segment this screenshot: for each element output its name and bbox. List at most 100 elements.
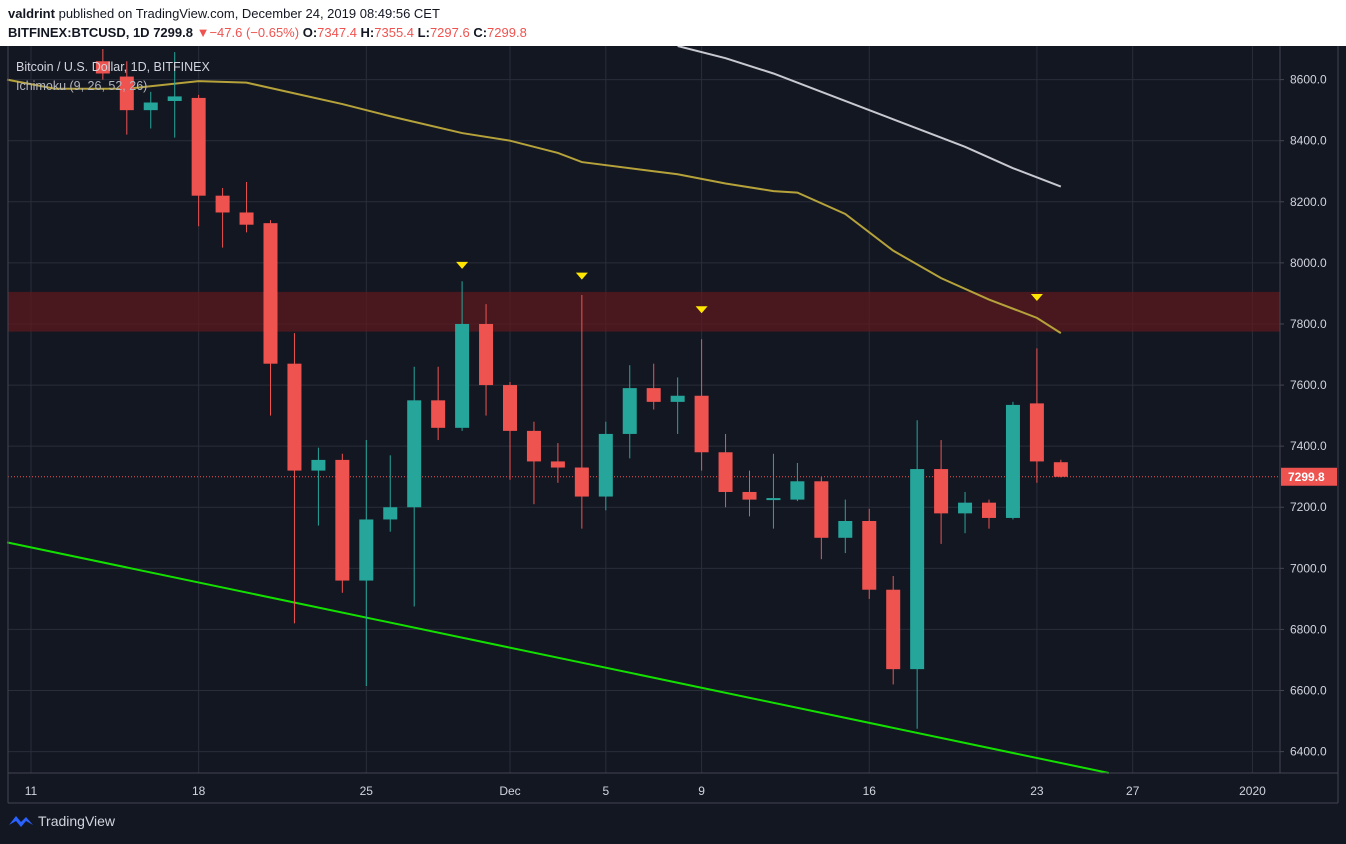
author-name[interactable]: valdrint xyxy=(8,6,55,21)
candle-body xyxy=(790,481,805,500)
candle-body xyxy=(670,395,685,402)
x-tick-label: 23 xyxy=(1030,784,1044,798)
candle-body xyxy=(383,507,398,520)
marker-triangle xyxy=(575,272,588,280)
x-tick-label: 27 xyxy=(1126,784,1140,798)
candle-body xyxy=(934,469,949,514)
candle-body xyxy=(95,61,110,74)
y-tick-label: 7400.0 xyxy=(1290,439,1327,453)
axes-layer: 6400.0 6600.0 6800.0 7000.0 7200.0 7400.0 7600… xyxy=(7,46,1339,804)
close-label: C: xyxy=(473,25,488,40)
chart-legend: Bitcoin / U.S. Dollar, 1D, BITFINEX Ichi… xyxy=(16,58,210,96)
price-chart[interactable]: 6400.0 6600.0 6800.0 7000.0 7200.0 7400.0 7600… xyxy=(0,46,1346,804)
y-tick-label: 8000.0 xyxy=(1290,256,1327,270)
y-tick-label: 6800.0 xyxy=(1290,622,1327,636)
tradingview-logo[interactable]: TradingView xyxy=(8,812,115,830)
candle-body xyxy=(646,388,661,402)
candle-body xyxy=(574,467,589,497)
marker-triangle xyxy=(456,261,469,269)
candle-body xyxy=(479,323,494,386)
candle-body xyxy=(526,430,541,462)
open-label: O: xyxy=(302,25,318,40)
legend-title[interactable]: Bitcoin / U.S. Dollar, 1D, BITFINEX xyxy=(16,60,210,74)
publish-info: published on TradingView.com, December 2… xyxy=(58,6,440,21)
candle-body xyxy=(598,433,613,497)
ichimoku-grey-line xyxy=(677,46,1062,188)
brand-name: TradingView xyxy=(38,813,116,829)
last-price-badge xyxy=(1281,467,1337,486)
price-change: −47.6 (−0.65%) xyxy=(209,25,300,40)
down-arrow-icon: ▼ xyxy=(196,25,210,40)
candle-body xyxy=(407,400,422,508)
marker-triangle xyxy=(695,306,708,314)
high-label: H: xyxy=(360,25,375,40)
candle-body xyxy=(862,520,877,590)
candle-body xyxy=(455,323,470,428)
support-trendline xyxy=(6,541,1109,774)
x-tick-label: 18 xyxy=(192,784,206,798)
resistance-zone-layer xyxy=(8,291,1280,332)
candle-body xyxy=(718,452,733,492)
ohlc-line: BITFINEX:BTCUSD, 1D 7299.8 ▼−47.6 (−0.65… xyxy=(8,25,527,40)
candle-body xyxy=(982,502,996,518)
y-tick-label: 8400.0 xyxy=(1290,134,1327,148)
y-tick-label: 8600.0 xyxy=(1290,73,1327,87)
open-value: 7347.4 xyxy=(317,25,357,40)
candle-body xyxy=(359,519,374,581)
candle-body xyxy=(622,388,637,434)
markers-layer xyxy=(456,261,1043,314)
candle-body xyxy=(958,502,973,514)
candle-body xyxy=(191,97,206,196)
candle-body xyxy=(694,395,709,453)
candle-body xyxy=(1005,404,1020,518)
y-tick-label: 7800.0 xyxy=(1290,317,1327,331)
x-tick-label: 25 xyxy=(360,784,374,798)
candle-body xyxy=(143,102,158,111)
tradingview-icon xyxy=(9,816,33,827)
x-tick-label: 9 xyxy=(698,784,705,798)
x-tick-label: 11 xyxy=(25,784,38,798)
ichimoku-yellow-line xyxy=(6,78,1062,334)
candles-layer xyxy=(95,49,1068,729)
high-value: 7355.4 xyxy=(374,25,415,40)
candle-body xyxy=(215,195,230,213)
candle-body xyxy=(431,400,446,428)
candle-body xyxy=(838,520,853,538)
legend-indicator[interactable]: Ichimoku (9, 26, 52, 26) xyxy=(16,79,148,93)
close-value: 7299.8 xyxy=(487,25,527,40)
candle-body xyxy=(167,96,182,101)
x-tick-label: 2020 xyxy=(1239,784,1266,798)
y-tick-label: 8200.0 xyxy=(1290,195,1327,209)
indicator-lines xyxy=(6,46,1280,774)
candle-body xyxy=(1029,403,1044,462)
last-price: 7299.8 xyxy=(153,25,193,40)
x-tick-label: 16 xyxy=(863,784,877,798)
candle-body xyxy=(886,589,901,670)
candle-body xyxy=(503,385,517,431)
candle-body xyxy=(1053,462,1068,477)
candle-body xyxy=(287,363,302,471)
last-price-label: 7299.8 xyxy=(1288,470,1325,484)
y-tick-label: 7200.0 xyxy=(1290,500,1327,514)
publish-line: valdrint published on TradingView.com, D… xyxy=(8,6,440,21)
candle-body xyxy=(766,498,781,501)
symbol-label: BITFINEX:BTCUSD, 1D xyxy=(8,25,150,40)
candle-body xyxy=(119,76,134,111)
x-tick-label: 5 xyxy=(602,784,609,798)
y-tick-label: 7000.0 xyxy=(1290,561,1327,575)
candle-body xyxy=(550,461,565,468)
low-label: L: xyxy=(417,25,430,40)
y-tick-label: 6400.0 xyxy=(1290,745,1327,759)
y-tick-label: 7600.0 xyxy=(1290,378,1327,392)
candle-body xyxy=(335,459,350,581)
candle-body xyxy=(814,481,829,538)
footer xyxy=(0,804,1346,844)
low-value: 7297.6 xyxy=(429,25,470,40)
x-tick-label: Dec xyxy=(499,784,520,798)
y-tick-label: 6600.0 xyxy=(1290,684,1327,698)
candle-body xyxy=(239,212,254,225)
marker-triangle xyxy=(1030,294,1043,302)
candle-body xyxy=(910,469,925,670)
resistance-zone xyxy=(8,291,1280,332)
candle-body xyxy=(311,459,326,471)
